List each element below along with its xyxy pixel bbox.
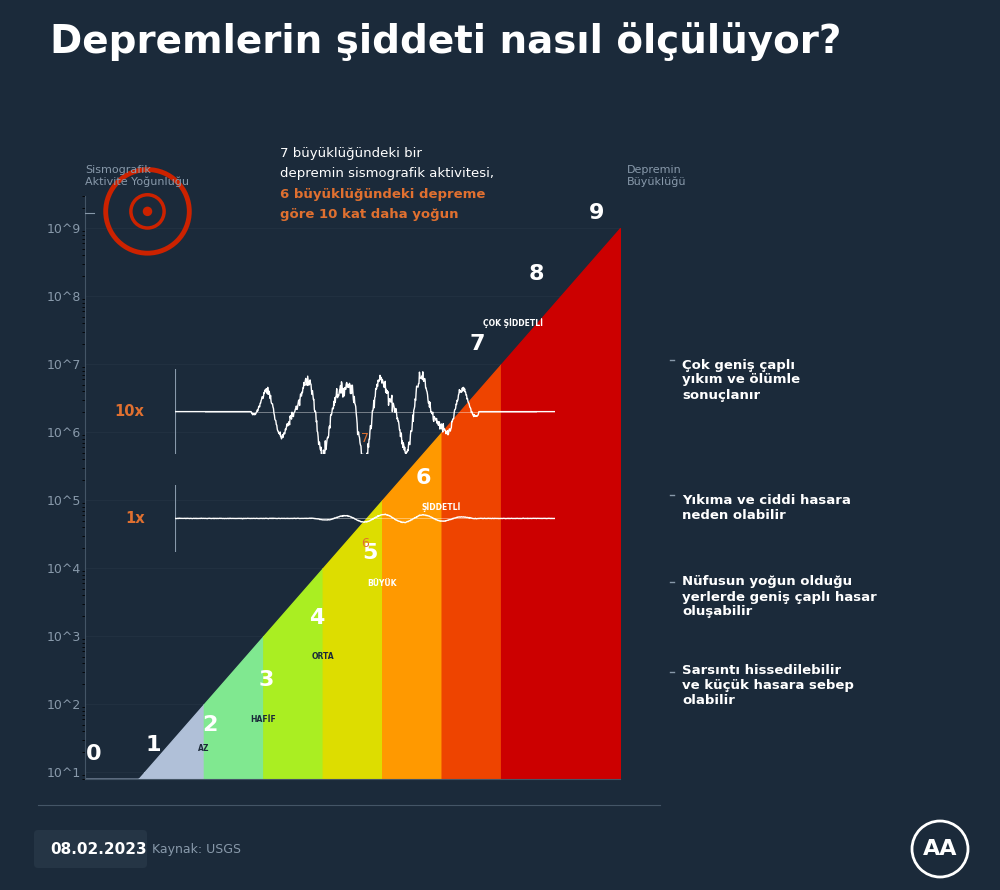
Text: 1: 1 (146, 735, 161, 755)
Text: HİSSEDİLMEZ: HİSSEDİLMEZ (86, 760, 144, 769)
Text: Çok geniş çaplı
yıkım ve ölümle
sonuçlanır: Çok geniş çaplı yıkım ve ölümle sonuçlan… (682, 359, 800, 401)
Text: 3: 3 (259, 670, 274, 691)
Text: AZ: AZ (198, 744, 210, 753)
Text: AA: AA (923, 839, 957, 859)
Text: Sarsıntı hissedilebilir
ve küçük hasara sebep
olabilir: Sarsıntı hissedilebilir ve küçük hasara … (682, 664, 854, 707)
Text: 7 büyüklüğündeki bir: 7 büyüklüğündeki bir (280, 147, 422, 160)
Circle shape (143, 206, 152, 216)
Text: ŞİDDETLİ: ŞİDDETLİ (422, 502, 461, 512)
Text: Nüfusun yoğun olduğu
yerlerde geniş çaplı hasar
oluşabilir: Nüfusun yoğun olduğu yerlerde geniş çapl… (682, 576, 877, 619)
Text: 6 büyüklüğündeki depreme: 6 büyüklüğündeki depreme (280, 188, 485, 201)
Text: Kaynak: USGS: Kaynak: USGS (152, 843, 241, 855)
Text: 6: 6 (416, 468, 432, 489)
Text: depremin sismografik aktivitesi,: depremin sismografik aktivitesi, (280, 167, 494, 181)
Text: Depremlerin şiddeti nasıl ölçülüyor?: Depremlerin şiddeti nasıl ölçülüyor? (50, 22, 841, 61)
Text: 9: 9 (589, 203, 604, 222)
FancyBboxPatch shape (34, 830, 147, 868)
Text: Depremin
Büyüklüğü: Depremin Büyüklüğü (627, 165, 686, 187)
Text: ORTA: ORTA (311, 652, 334, 661)
Text: Yıkıma ve ciddi hasara
neden olabilir: Yıkıma ve ciddi hasara neden olabilir (682, 494, 851, 522)
Text: göre 10 kat daha yoğun: göre 10 kat daha yoğun (280, 208, 458, 222)
Text: 4: 4 (309, 609, 325, 628)
Text: Sismografik
Aktivite Yoğunluğu: Sismografik Aktivite Yoğunluğu (85, 165, 189, 187)
Text: 10x: 10x (115, 404, 145, 419)
Text: 7: 7 (470, 335, 485, 354)
Text: 08.02.2023: 08.02.2023 (50, 842, 147, 856)
Text: 2: 2 (202, 716, 218, 735)
Text: 6: 6 (361, 538, 369, 550)
Text: 1x: 1x (125, 511, 145, 526)
Text: BÜYÜK: BÜYÜK (367, 578, 397, 587)
Text: 8: 8 (529, 264, 545, 284)
Text: ÇOK ŞİDDETLİ: ÇOK ŞİDDETLİ (483, 319, 543, 328)
Text: 0: 0 (86, 744, 102, 765)
Text: 5: 5 (363, 543, 378, 562)
Text: 7: 7 (361, 432, 369, 445)
Text: HAFİF: HAFİF (250, 715, 276, 724)
